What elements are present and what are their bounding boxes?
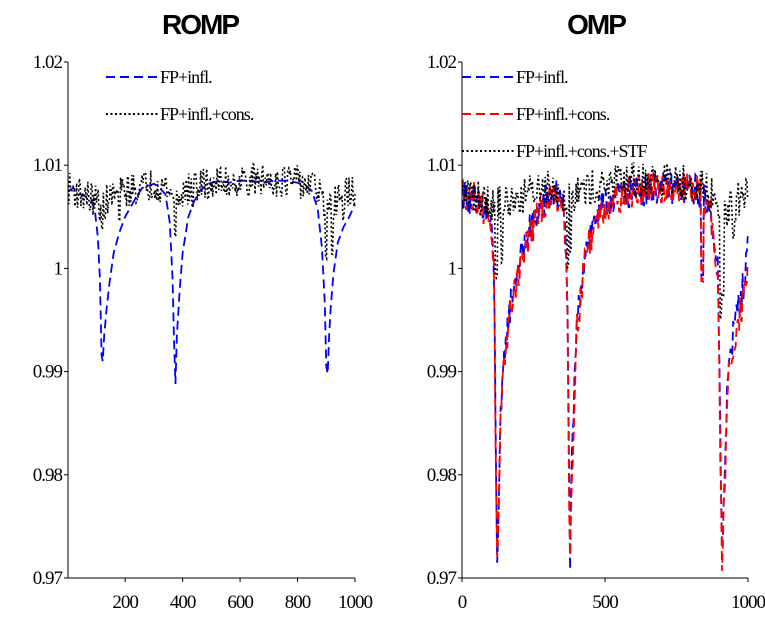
- x-tick-label: 1000: [338, 592, 373, 613]
- y-tick-label: 1.01: [33, 155, 63, 176]
- series-line-3: [462, 162, 749, 320]
- x-tick-label: 800: [285, 592, 311, 613]
- x-tick-label: 1000: [731, 592, 765, 613]
- series-line-2: [462, 170, 749, 571]
- x-tick-label: 600: [227, 592, 253, 613]
- legend-label: FP+infl.+cons.+STF: [516, 141, 647, 161]
- y-tick-label: 0.98: [33, 465, 63, 486]
- x-tick-label: 0: [458, 592, 467, 613]
- y-tick-label: 1: [448, 258, 457, 279]
- legend-label: FP+infl.+cons.: [516, 104, 610, 124]
- panel-romp: ROMP 0.97 0.98 0.99 1 1.01 1.02 200 400 600 800 100…: [33, 9, 374, 613]
- y-tick-label: 0.98: [427, 465, 457, 486]
- y-tick-label: 0.97: [33, 568, 63, 589]
- y-tick-label: 0.97: [427, 568, 457, 589]
- series-line-1: [462, 170, 749, 570]
- y-tick-label: 0.99: [33, 362, 63, 383]
- legend-label: FP+infl.: [160, 67, 212, 87]
- x-tick-label: 200: [112, 592, 138, 613]
- y-tick-label: 0.99: [427, 362, 457, 383]
- chart-title: ROMP: [162, 9, 239, 40]
- x-tick-label: 500: [592, 592, 618, 613]
- legend-label: FP+infl.: [516, 67, 568, 87]
- legend-label: FP+infl.+cons.: [160, 104, 254, 124]
- y-tick-label: 1.01: [427, 155, 457, 176]
- y-tick-label: 1.02: [427, 52, 457, 73]
- y-tick-label: 1: [54, 258, 63, 279]
- y-tick-label: 1.02: [33, 52, 63, 73]
- x-tick-label: 400: [170, 592, 196, 613]
- series-line-2: [68, 162, 356, 262]
- series-line-1: [68, 179, 356, 385]
- panel-omp: OMP 0.97 0.98 0.99 1 1.01 1.02 0 500 1000 FP+infl.…: [427, 9, 765, 613]
- chart-title: OMP: [567, 9, 626, 40]
